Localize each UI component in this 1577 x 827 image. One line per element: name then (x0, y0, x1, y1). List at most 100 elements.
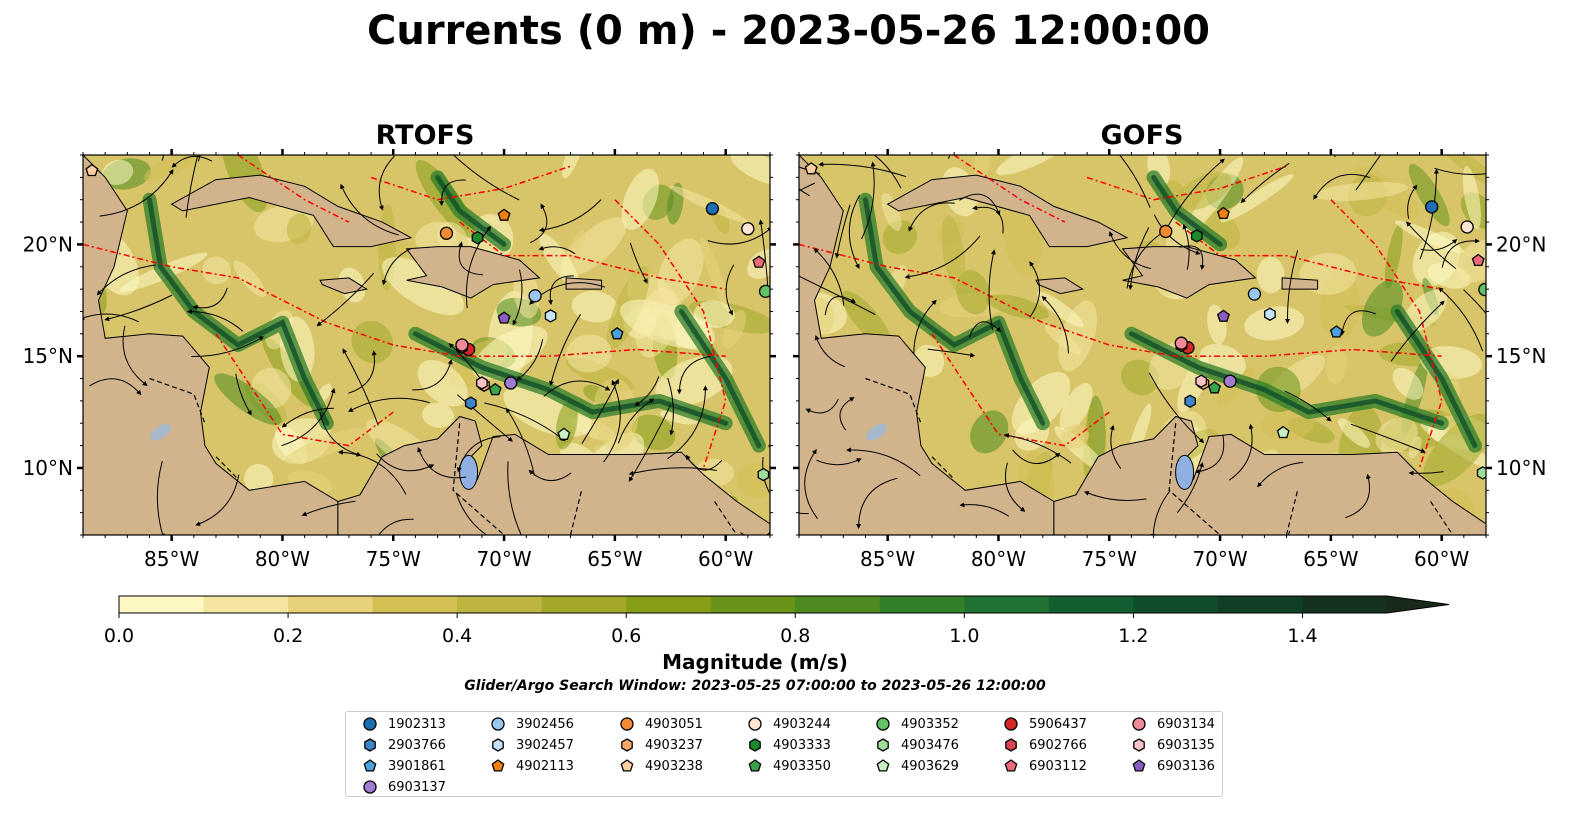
legend-label: 4903237 (645, 737, 703, 753)
search-window-text: Glider/Argo Search Window: 2023-05-25 07… (464, 678, 1046, 694)
float-marker-1902313 (705, 201, 720, 216)
streamline (1109, 424, 1122, 470)
legend-marker-icon (876, 717, 890, 731)
streamline (340, 183, 399, 236)
colorbar-segment (879, 596, 965, 613)
land-jamaica (1035, 277, 1085, 295)
float-marker-3902456 (1247, 287, 1262, 301)
legend-label: 6902766 (1029, 737, 1087, 753)
legend-entry: 6903136 (1129, 756, 1215, 776)
colorbar: 0.0 0.2 0.4 0.6 0.8 1.0 1.2 1.4 (104, 595, 1450, 647)
streamline (873, 155, 902, 189)
float-marker-6903135 (1195, 374, 1208, 388)
streamline (171, 155, 213, 168)
panel-title-gofs: GOFS (1100, 120, 1184, 151)
streamline (457, 394, 513, 442)
float-marker-4903350 (1208, 381, 1221, 394)
legend-entry: 6903135 (1129, 735, 1215, 755)
colorbar-segment (541, 596, 627, 613)
legend-marker-6903112 (1004, 759, 1018, 772)
streamline (1350, 423, 1426, 453)
streamline (1128, 227, 1150, 291)
streamline (685, 454, 723, 471)
colorbar-tick-label: 1.2 (1118, 625, 1148, 647)
lat-tick-label: 10°N (1496, 456, 1546, 480)
streamline (818, 161, 907, 178)
float-marker-4903238 (85, 163, 99, 177)
country-border (1168, 423, 1221, 535)
legend-marker-4903244 (748, 717, 762, 731)
streamline (804, 448, 818, 519)
magnitude-patch (700, 236, 730, 312)
legend-entry: 4903051 (617, 714, 703, 734)
magnitude-patch (956, 270, 990, 315)
legend-marker-icon (364, 738, 376, 752)
streamline (342, 348, 379, 426)
eez-boundary (799, 243, 1442, 357)
magnitude-patch (1256, 256, 1285, 294)
streamline (1003, 433, 1072, 464)
float-marker-3902456 (528, 289, 542, 303)
streamline (1390, 300, 1445, 362)
streamline (1333, 155, 1336, 158)
lon-tick-label: 80°W (255, 547, 310, 571)
streamline (927, 348, 976, 358)
legend-marker-4902113 (491, 759, 505, 772)
magnitude-patch (1220, 174, 1294, 223)
legend-entry: 4903352 (873, 714, 959, 734)
legend-marker-5906437 (1004, 717, 1018, 731)
streamline (629, 242, 648, 284)
magnitude-patch (1036, 291, 1084, 328)
float-marker-4903352 (758, 284, 770, 299)
colorbar-tick-label: 0.6 (611, 625, 641, 647)
streamline (122, 325, 148, 387)
strong-current-core (863, 197, 1046, 426)
colorbar-outline (118, 595, 1450, 614)
lon-tick-label: 85°W (144, 547, 199, 571)
eez-boundary (614, 199, 727, 469)
eez-boundary (215, 333, 394, 447)
legend-entry: 3902457 (488, 735, 574, 755)
colorbar-segment (203, 596, 289, 613)
streamline (83, 313, 140, 323)
legend-label: 6903135 (1157, 737, 1215, 753)
eez-boundary (1175, 221, 1442, 290)
streamline (848, 194, 861, 270)
streamline (1150, 491, 1170, 535)
streamline (185, 155, 199, 218)
streamline (347, 397, 430, 412)
legend-marker-icon (491, 717, 505, 731)
magnitude-patch (1403, 289, 1447, 332)
legend-label: 4902113 (516, 758, 574, 774)
streamline (581, 378, 619, 444)
magnitude-patch (381, 257, 464, 316)
magnitude-patch (560, 217, 627, 277)
legend-entry: 6903112 (1001, 756, 1087, 776)
streamline (1108, 231, 1152, 270)
float-marker-4903476 (1476, 466, 1486, 480)
legend-marker-3901861 (363, 759, 377, 772)
float-marker-4903352 (1478, 282, 1486, 297)
magnitude-patch (660, 409, 698, 425)
legend-label: 6903136 (1157, 758, 1215, 774)
colorbar-segment (1217, 596, 1303, 613)
streamline (1012, 449, 1061, 464)
lon-tick-label: 70°W (1192, 547, 1247, 571)
magnitude-patch (1060, 424, 1089, 449)
float-marker-6903137 (1223, 374, 1237, 388)
magnitude-patch (722, 310, 746, 349)
streamline (634, 376, 660, 407)
lon-tick-label: 80°W (971, 547, 1026, 571)
magnitude-patch (214, 373, 282, 426)
legend-marker-icon (876, 759, 890, 772)
colorbar-segment (1133, 596, 1219, 613)
magnitude-patch (1408, 436, 1422, 459)
float-marker-6903136 (497, 311, 511, 324)
land-puerto-rico (565, 277, 603, 290)
streamline (617, 398, 655, 444)
land-puerto-rico (1281, 277, 1319, 290)
magnitude-patch (635, 287, 678, 358)
streamline (281, 387, 336, 447)
lake-maracaibo (1175, 454, 1195, 490)
eez-boundary (83, 243, 726, 357)
